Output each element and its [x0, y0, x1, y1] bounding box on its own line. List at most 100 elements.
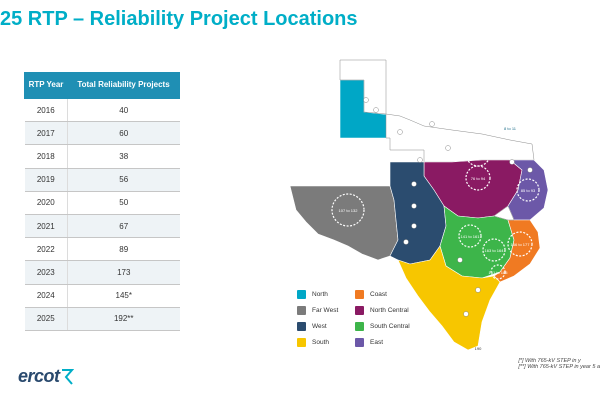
region-far-west	[289, 185, 399, 261]
region-north-outline	[339, 59, 387, 115]
header-total-projects: Total Reliability Projects	[67, 72, 180, 99]
cell-total-projects: 60	[67, 121, 180, 146]
legend-item: South Central	[355, 322, 410, 331]
cell-rtp-year: 2020	[24, 190, 68, 215]
legend-swatch	[297, 290, 306, 299]
legend-item: Far West	[297, 306, 338, 315]
ercot-logo: ercot	[18, 366, 74, 387]
project-marker	[373, 107, 379, 113]
header-rtp-year: RTP Year	[24, 72, 68, 99]
legend-item: South	[297, 338, 329, 347]
map-label-east: 85 to 93	[521, 188, 536, 193]
legend-label: East	[370, 339, 384, 346]
legend-item: East	[355, 338, 383, 347]
project-marker	[429, 121, 435, 127]
region-coast	[493, 219, 541, 283]
project-marker	[411, 223, 417, 229]
legend-item: Coast	[355, 290, 387, 299]
project-marker	[403, 239, 409, 245]
cell-total-projects: 192**	[67, 306, 180, 331]
legend-label: Far West	[312, 307, 339, 314]
project-marker	[475, 287, 481, 293]
map-label-south-central-a: 141 to 161	[461, 234, 481, 239]
cluster-far-west	[331, 193, 365, 227]
cell-total-projects: 50	[67, 190, 180, 215]
legend-swatch	[297, 322, 306, 331]
cell-total-projects: 67	[67, 213, 180, 239]
table-row: 2025 192**	[24, 306, 180, 331]
region-white-strip	[493, 205, 515, 221]
cell-rtp-year: 2023	[24, 260, 68, 285]
cluster-coast	[507, 231, 533, 257]
legend-label: South	[312, 339, 329, 346]
map-label-south-tip: 190	[475, 346, 482, 351]
project-marker	[411, 203, 417, 209]
table-row: 2017 60	[24, 121, 180, 146]
project-marker	[417, 157, 423, 163]
map-label-far-west: 107 to 132	[339, 208, 359, 213]
map-label-north-central-b: 76 to 94	[471, 176, 486, 181]
footnote-1: [*] With 765-kV STEP in y	[518, 358, 581, 364]
project-marker	[527, 167, 533, 173]
map-label-north-central-a: 11 to 42	[471, 152, 486, 157]
cell-total-projects: 40	[67, 97, 180, 123]
cell-total-projects: 89	[67, 237, 180, 262]
cluster-east	[516, 178, 540, 202]
legend-label: South Central	[370, 323, 410, 330]
logo-mark-icon	[61, 368, 74, 385]
cell-total-projects: 38	[67, 144, 180, 169]
cell-rtp-year: 2024	[24, 283, 68, 308]
map-label-north-top: 8 to 11	[504, 126, 517, 131]
footnote-2: [**] With 765-kV STEP in year 5 a	[518, 364, 600, 370]
map-label-coast: 166 to 177	[511, 242, 531, 247]
table-row: 2019 56	[24, 167, 180, 192]
cluster-north-central-west	[356, 154, 384, 182]
table-header-row: RTP Year Total Reliability Projects	[24, 72, 180, 99]
logo-text: ercot	[18, 366, 60, 386]
table-row: 2020 50	[24, 190, 180, 215]
footnotes: [*] With 765-kV STEP in y [**] With 765-…	[518, 358, 600, 370]
cluster-south-central-a	[458, 224, 482, 248]
project-marker	[509, 159, 515, 165]
project-marker	[457, 257, 463, 263]
cell-rtp-year: 2022	[24, 237, 68, 262]
page-title: 25 RTP – Reliability Project Locations	[0, 8, 358, 30]
table-row: 2023 173	[24, 260, 180, 285]
cluster-north-central-b	[465, 165, 491, 191]
legend-item: North Central	[355, 306, 409, 315]
table-row: 2022 89	[24, 237, 180, 262]
cell-total-projects: 56	[67, 167, 180, 192]
legend-label: North Central	[370, 307, 409, 314]
legend-item: West	[297, 322, 327, 331]
legend-label: Coast	[370, 291, 387, 298]
project-marker	[463, 311, 469, 317]
map-label-south-central-b: 163 to 164	[485, 248, 505, 253]
legend-swatch	[297, 338, 306, 347]
legend-swatch	[355, 306, 364, 315]
cell-rtp-year: 2021	[24, 213, 68, 239]
cluster-south-central-b	[482, 238, 506, 262]
map-label-coast-small: 181 to 185	[489, 270, 509, 275]
cell-rtp-year: 2017	[24, 121, 68, 146]
legend-swatch	[355, 322, 364, 331]
legend-swatch	[297, 306, 306, 315]
cell-rtp-year: 2016	[24, 97, 68, 123]
cell-total-projects: 145*	[67, 283, 180, 308]
cluster-coast-small	[490, 264, 506, 280]
legend-swatch	[355, 290, 364, 299]
project-marker	[445, 145, 451, 151]
region-north-band	[385, 113, 535, 163]
cell-rtp-year: 2018	[24, 144, 68, 169]
project-marker	[411, 181, 417, 187]
legend-swatch	[355, 338, 364, 347]
region-south	[397, 245, 501, 351]
table-row: 2016 40	[24, 97, 180, 123]
table-row: 2024 145*	[24, 283, 180, 308]
cell-total-projects: 173	[67, 260, 180, 285]
table-row: 2018 38	[24, 144, 180, 169]
project-marker	[397, 129, 403, 135]
cell-rtp-year: 2019	[24, 167, 68, 192]
project-marker	[363, 97, 369, 103]
texas-region-map: 107 to 132 51 to 64 11 to 42 76 to 94 85…	[289, 59, 549, 351]
legend-label: North	[312, 291, 328, 298]
